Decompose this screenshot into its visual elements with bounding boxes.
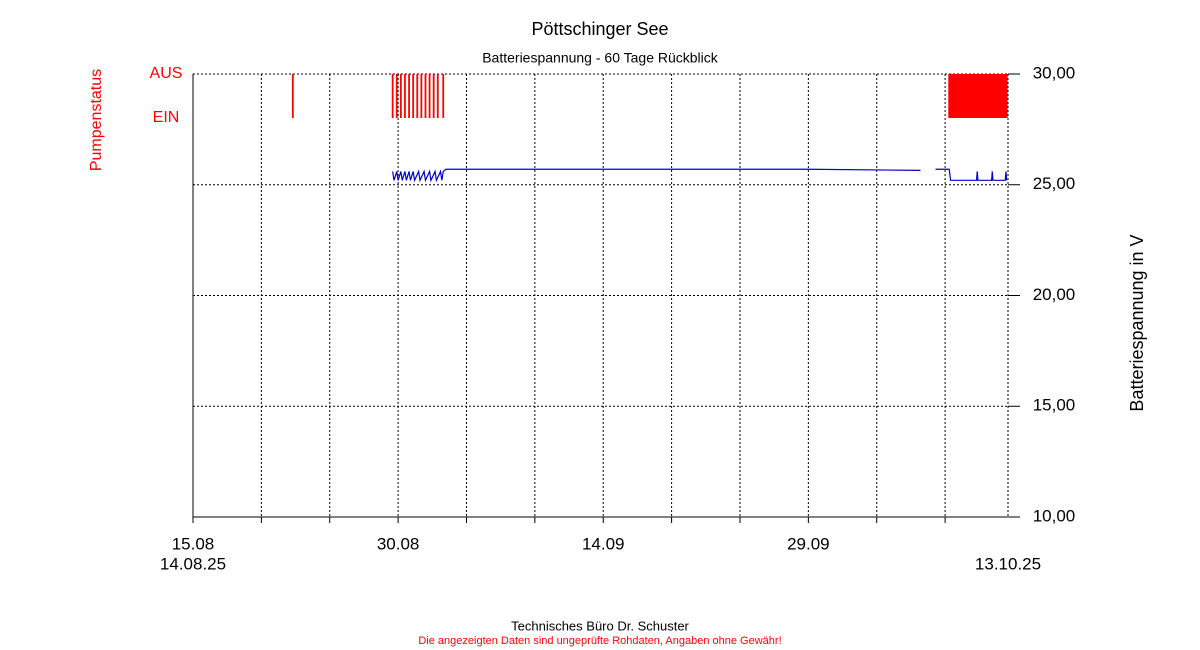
- y-tick-label: 25,00: [1033, 174, 1076, 193]
- chart-title: Pöttschinger See: [531, 19, 668, 39]
- x-tick-label: 14.09: [582, 534, 625, 553]
- pump-period: [404, 74, 406, 118]
- pump-period: [436, 74, 439, 118]
- chart-subtitle: Batteriespannung - 60 Tage Rückblick: [482, 50, 719, 66]
- x-tick-label: 30.08: [377, 534, 420, 553]
- pump-period: [428, 74, 431, 118]
- voltage-line: [392, 168, 1008, 183]
- pump-period: [420, 74, 423, 118]
- start-date: 14.08.25: [160, 554, 226, 573]
- x-tick-label: 15.08: [172, 534, 215, 553]
- pump-period: [408, 74, 410, 118]
- pump-period: [391, 74, 394, 118]
- pump-period: [399, 74, 402, 118]
- y-tick-label: 15,00: [1033, 396, 1076, 415]
- pump-period: [395, 74, 398, 118]
- pump-period: [442, 74, 445, 118]
- pump-period: [424, 74, 427, 118]
- pump-period: [977, 74, 1008, 118]
- footer: Technisches Büro Dr. Schuster: [511, 618, 689, 633]
- disclaimer: Die angezeigten Daten sind ungeprüfte Ro…: [418, 635, 781, 647]
- pump-level-label: AUS: [150, 65, 183, 82]
- pump-period: [416, 74, 419, 118]
- y-tick-label: 20,00: [1033, 285, 1076, 304]
- pump-period: [432, 74, 435, 118]
- y-tick-label: 30,00: [1033, 63, 1076, 82]
- pump-period: [948, 74, 978, 118]
- x-tick-label: 29.09: [787, 534, 830, 553]
- end-date: 13.10.25: [975, 554, 1041, 573]
- pump-level-label: EIN: [153, 109, 180, 126]
- pump-axis-label: Pumpenstatus: [88, 69, 105, 171]
- y-tick-label: 10,00: [1033, 506, 1076, 525]
- pump-period: [291, 74, 294, 118]
- pump-period: [412, 74, 415, 118]
- y-axis-label: Batteriespannung in V: [1127, 234, 1147, 411]
